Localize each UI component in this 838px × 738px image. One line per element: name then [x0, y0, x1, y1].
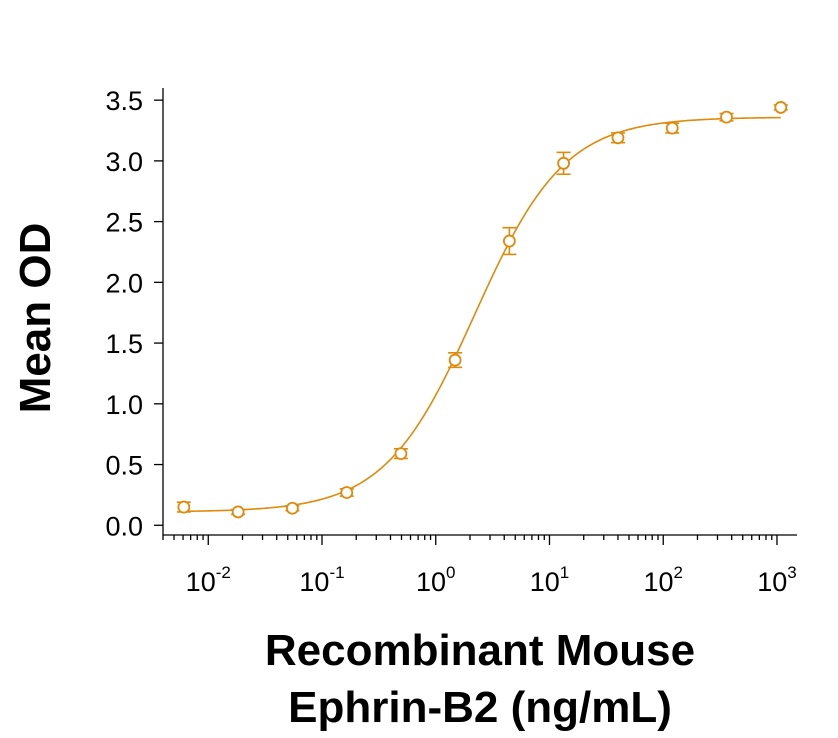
- data-marker: [774, 101, 788, 114]
- y-tick-label: 0.5: [105, 451, 143, 481]
- x-axis-title-line-1: Recombinant Mouse: [265, 626, 695, 675]
- data-marker: [720, 110, 733, 124]
- x-axis-title-line-2: Ephrin-B2 (ng/mL): [288, 683, 672, 732]
- data-point: [773, 101, 788, 114]
- y-axis-title: Mean OD: [11, 223, 60, 414]
- data-marker: [340, 486, 354, 499]
- data-marker: [611, 131, 625, 145]
- y-tick-label: 0.0: [105, 511, 143, 541]
- data-point: [610, 131, 625, 145]
- x-tick-label: 10-2: [186, 563, 231, 597]
- y-tick-label: 2.0: [105, 268, 143, 298]
- data-point: [393, 447, 408, 461]
- data-point: [231, 505, 246, 519]
- y-tick-label: 3.0: [105, 147, 143, 177]
- data-points-layer: [176, 101, 788, 519]
- x-tick-label: 102: [643, 563, 683, 597]
- data-marker: [448, 353, 462, 367]
- x-tick-label: 103: [757, 563, 797, 597]
- data-point: [719, 110, 734, 124]
- data-marker: [285, 501, 299, 515]
- data-marker: [231, 505, 245, 519]
- data-point: [448, 351, 463, 369]
- data-marker: [394, 447, 408, 461]
- x-tick-label: 101: [530, 563, 570, 597]
- y-axis: 0.0 0.5 1.0 1.5 2.0 2.5 3.0 3.5: [105, 86, 164, 541]
- x-tick-label: 100: [416, 563, 456, 597]
- y-tick-label: 1.5: [105, 329, 143, 359]
- y-tick-label: 3.5: [105, 86, 143, 116]
- data-point: [285, 501, 300, 515]
- data-marker: [177, 500, 191, 514]
- x-axis: 10-2 10-1 100 101 102 103: [162, 534, 797, 597]
- data-point: [665, 121, 680, 135]
- data-point: [339, 486, 354, 499]
- fit-curve: [183, 116, 781, 513]
- data-marker: [557, 156, 570, 170]
- data-point: [556, 151, 571, 176]
- data-marker: [665, 121, 679, 135]
- y-tick-label: 2.5: [105, 208, 143, 238]
- data-marker: [502, 234, 516, 248]
- fit-curve-layer: [183, 116, 781, 513]
- y-tick-label: 1.0: [105, 390, 143, 420]
- data-point: [176, 500, 191, 514]
- x-tick-label: 10-1: [299, 563, 344, 597]
- data-point: [502, 226, 517, 256]
